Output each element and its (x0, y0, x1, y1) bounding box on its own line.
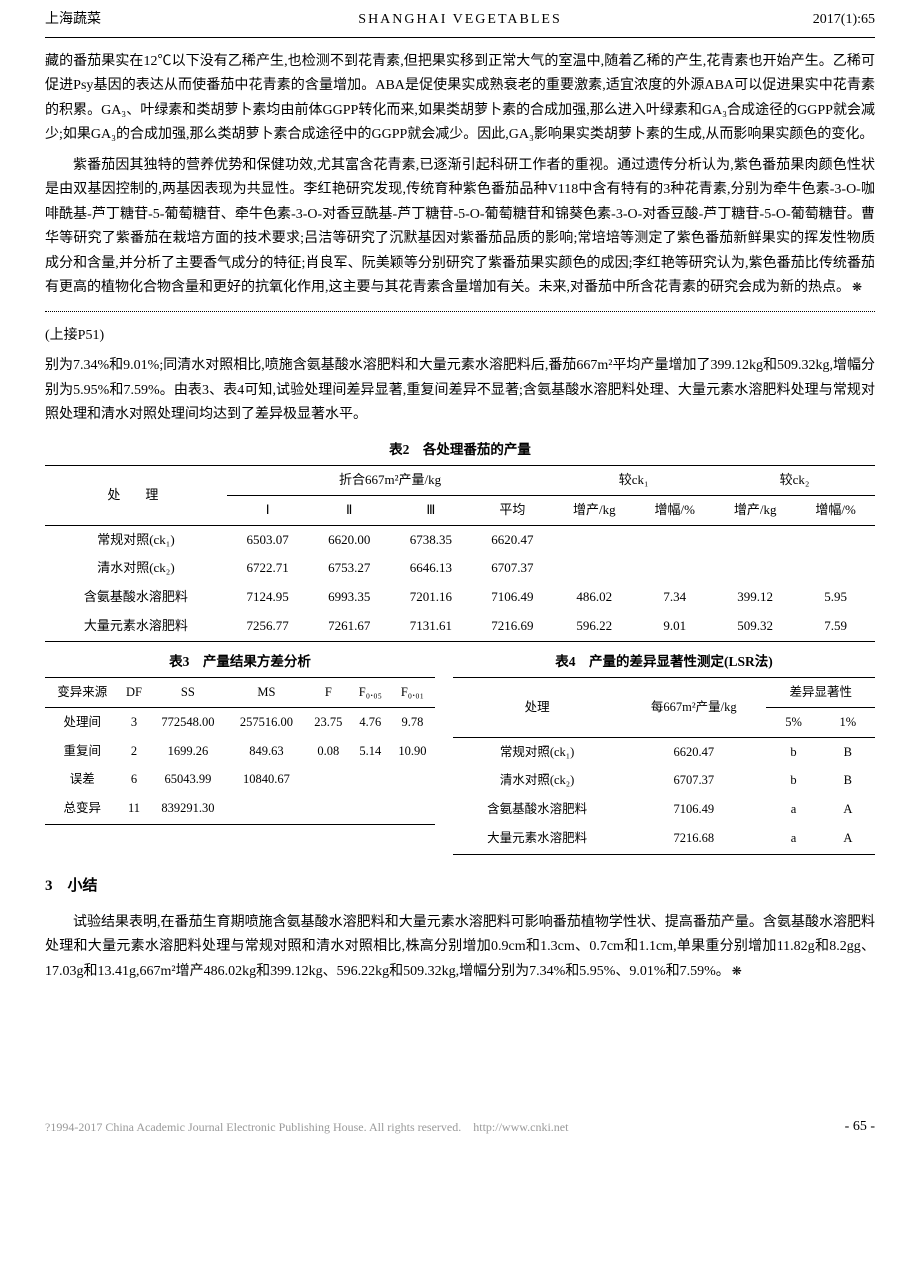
table-row: 大量元素水溶肥料7216.68aA (453, 825, 875, 854)
continuation-marker: (上接P51) (45, 324, 875, 349)
paragraph-3: 别为7.34%和9.01%;同清水对照相比,喷施含氨基酸水溶肥料和大量元素水溶肥… (45, 354, 875, 428)
paragraph-1: 藏的番茄果实在12℃以下没有乙稀产生,也检测不到花青素,但把果实移到正常大气的室… (45, 50, 875, 148)
table-row: 含氨基酸水溶肥料7124.956993.357201.167106.49486.… (45, 583, 875, 612)
table-row: 误差665043.9910840.67 (45, 766, 435, 795)
table-row: 常规对照(ck₁)6620.47bB (453, 738, 875, 767)
table2: 处 理 折合667m²产量/kg 较ck₁ 较ck₂ Ⅰ Ⅱ Ⅲ 平均 增产/k… (45, 465, 875, 642)
table3: 变异来源DFSSMSFF₀.₀₅F₀.₀₁ 处理间3772548.0025751… (45, 677, 435, 824)
header-journal-cn: 上海蔬菜 (45, 8, 322, 33)
table-row: 清水对照(ck₂)6722.716753.276646.136707.37 (45, 554, 875, 583)
table-row: 重复间21699.26849.630.085.1410.90 (45, 737, 435, 766)
page-number: - 65 - (845, 1115, 875, 1140)
footer-copyright: ?1994-2017 China Academic Journal Electr… (45, 1117, 568, 1138)
table4-title: 表4 产量的差异显著性测定(LSR法) (453, 650, 875, 674)
t2-sub-iii: Ⅲ (390, 495, 472, 525)
table-row: 大量元素水溶肥料7256.777261.677131.617216.69596.… (45, 612, 875, 641)
header-journal-en: SHANGHAI VEGETABLES (322, 8, 599, 33)
t2-sub-avg: 平均 (472, 495, 554, 525)
table-row: 清水对照(ck₂)6707.37bB (453, 767, 875, 796)
paragraph-4: 试验结果表明,在番茄生育期喷施含氨基酸水溶肥料和大量元素水溶肥料可影响番茄植物学… (45, 911, 875, 985)
page-footer: ?1994-2017 China Academic Journal Electr… (0, 1115, 920, 1140)
t2-sub-ii: Ⅱ (308, 495, 390, 525)
table-row: 常规对照(ck₁)6503.076620.006738.356620.47 (45, 525, 875, 554)
table3-title: 表3 产量结果方差分析 (45, 650, 435, 674)
t2-sub-inckg1: 增产/kg (553, 495, 635, 525)
t2-sub-inckg2: 增产/kg (714, 495, 796, 525)
t4-sub-1: 1% (821, 708, 875, 738)
t2-hdr-ck2: 较ck₂ (714, 466, 875, 496)
table-row: 总变异11839291.30 (45, 795, 435, 824)
t2-sub-incpct2: 增幅/% (796, 495, 875, 525)
t4-sub-5: 5% (766, 708, 820, 738)
t2-sub-incpct1: 增幅/% (635, 495, 714, 525)
t4-hdr-sig: 差异显著性 (766, 678, 875, 708)
table4: 处理 每667m²产量/kg 差异显著性 5% 1% 常规对照(ck₁)6620… (453, 677, 875, 854)
t4-hdr-yield: 每667m²产量/kg (621, 678, 766, 738)
table-row: 含氨基酸水溶肥料7106.49aA (453, 796, 875, 825)
t2-hdr-ck1: 较ck₁ (553, 466, 714, 496)
header-issue: 2017(1):65 (598, 8, 875, 33)
t2-sub-i: Ⅰ (227, 495, 309, 525)
t4-hdr-treat: 处理 (453, 678, 621, 738)
t2-hdr-treat: 处 理 (107, 487, 164, 502)
section-3-heading: 3 小结 (45, 873, 875, 899)
dotted-separator (45, 311, 875, 312)
table2-title: 表2 各处理番茄的产量 (45, 438, 875, 462)
page-header: 上海蔬菜 SHANGHAI VEGETABLES 2017(1):65 (45, 8, 875, 38)
t2-hdr-yield: 折合667m²产量/kg (227, 466, 553, 496)
paragraph-2: 紫番茄因其独特的营养优势和保健功效,尤其富含花青素,已逐渐引起科研工作者的重视。… (45, 154, 875, 301)
table-row: 处理间3772548.00257516.0023.754.769.78 (45, 708, 435, 737)
